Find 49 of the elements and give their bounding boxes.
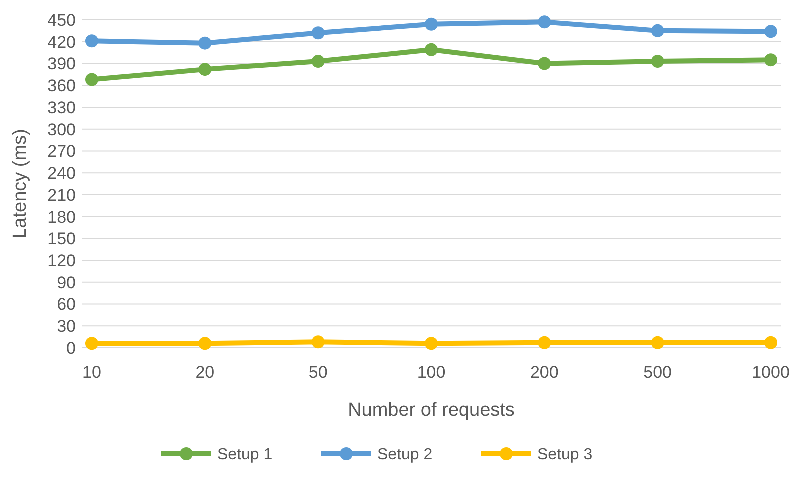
- point: [86, 73, 98, 86]
- y-tick-label: 90: [57, 273, 76, 292]
- y-axis-title: Latency (ms): [10, 129, 31, 239]
- x-tick-label: 10: [82, 363, 102, 382]
- point: [312, 55, 325, 68]
- point: [198, 36, 212, 50]
- point: [198, 337, 212, 350]
- point: [651, 24, 664, 38]
- x-tick-label: 50: [308, 363, 328, 382]
- x-tick-label: 200: [530, 363, 559, 382]
- x-axis-title: Number of requests: [348, 400, 515, 421]
- point: [425, 337, 438, 350]
- point: [312, 26, 325, 40]
- y-tick-label: 120: [48, 251, 76, 270]
- y-tick-label: 420: [48, 32, 76, 52]
- point: [538, 336, 552, 350]
- legend-label: Setup 1: [218, 446, 273, 464]
- y-tick-label: 30: [57, 317, 76, 336]
- point: [764, 54, 778, 67]
- point: [764, 25, 778, 38]
- legend-label: Setup 3: [538, 446, 593, 464]
- y-tick-label: 60: [57, 295, 76, 314]
- point: [651, 55, 664, 68]
- y-tick-label: 150: [48, 230, 76, 249]
- point: [312, 336, 325, 349]
- x-tick-label: 500: [644, 363, 672, 382]
- point: [764, 336, 778, 350]
- point: [538, 16, 552, 29]
- y-tick-label: 300: [48, 120, 76, 140]
- y-tick-label: 270: [48, 142, 76, 162]
- y-tick-label: 360: [48, 76, 76, 96]
- point: [538, 57, 552, 70]
- y-tick-label: 240: [48, 164, 76, 184]
- y-tick-label: 330: [48, 98, 76, 118]
- y-tick-label: 0: [66, 338, 76, 358]
- point: [425, 18, 438, 31]
- y-tick-label: 210: [48, 186, 76, 205]
- y-tick-label: 390: [48, 54, 76, 74]
- legend-label: Setup 2: [378, 446, 433, 464]
- x-tick-label: 100: [417, 363, 446, 382]
- point: [651, 336, 664, 350]
- point: [86, 337, 98, 350]
- x-tick-label: 20: [196, 363, 215, 382]
- y-tick-label: 180: [48, 208, 76, 227]
- point: [425, 43, 438, 56]
- y-tick-label: 450: [48, 10, 76, 30]
- point: [198, 63, 212, 76]
- x-tick-label: 1000: [752, 363, 790, 382]
- point: [86, 34, 98, 48]
